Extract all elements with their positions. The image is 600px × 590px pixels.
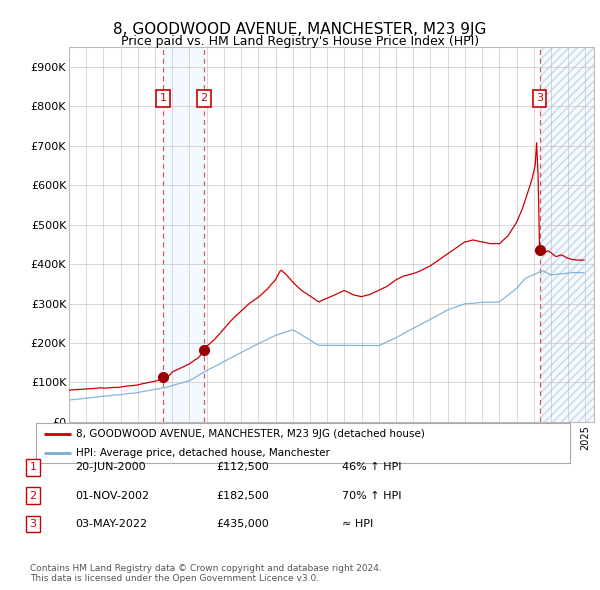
Text: HPI: Average price, detached house, Manchester: HPI: Average price, detached house, Manc… <box>76 448 330 458</box>
Text: £182,500: £182,500 <box>216 491 269 500</box>
Text: 01-NOV-2002: 01-NOV-2002 <box>75 491 149 500</box>
Bar <box>539 47 594 422</box>
Text: £435,000: £435,000 <box>216 519 269 529</box>
Text: 20-JUN-2000: 20-JUN-2000 <box>75 463 146 472</box>
Text: 2: 2 <box>200 93 208 103</box>
Bar <box>163 47 204 422</box>
Text: 1: 1 <box>160 93 167 103</box>
Text: 3: 3 <box>536 93 543 103</box>
Text: 70% ↑ HPI: 70% ↑ HPI <box>342 491 401 500</box>
Text: £112,500: £112,500 <box>216 463 269 472</box>
Text: Price paid vs. HM Land Registry's House Price Index (HPI): Price paid vs. HM Land Registry's House … <box>121 35 479 48</box>
Text: ≈ HPI: ≈ HPI <box>342 519 373 529</box>
Text: 8, GOODWOOD AVENUE, MANCHESTER, M23 9JG: 8, GOODWOOD AVENUE, MANCHESTER, M23 9JG <box>113 22 487 37</box>
Text: 1: 1 <box>29 463 37 472</box>
Text: 3: 3 <box>29 519 37 529</box>
Text: 03-MAY-2022: 03-MAY-2022 <box>75 519 147 529</box>
Text: 46% ↑ HPI: 46% ↑ HPI <box>342 463 401 472</box>
Bar <box>539 47 594 422</box>
Text: 2: 2 <box>29 491 37 500</box>
Text: Contains HM Land Registry data © Crown copyright and database right 2024.
This d: Contains HM Land Registry data © Crown c… <box>30 563 382 583</box>
Text: 8, GOODWOOD AVENUE, MANCHESTER, M23 9JG (detached house): 8, GOODWOOD AVENUE, MANCHESTER, M23 9JG … <box>76 430 425 440</box>
